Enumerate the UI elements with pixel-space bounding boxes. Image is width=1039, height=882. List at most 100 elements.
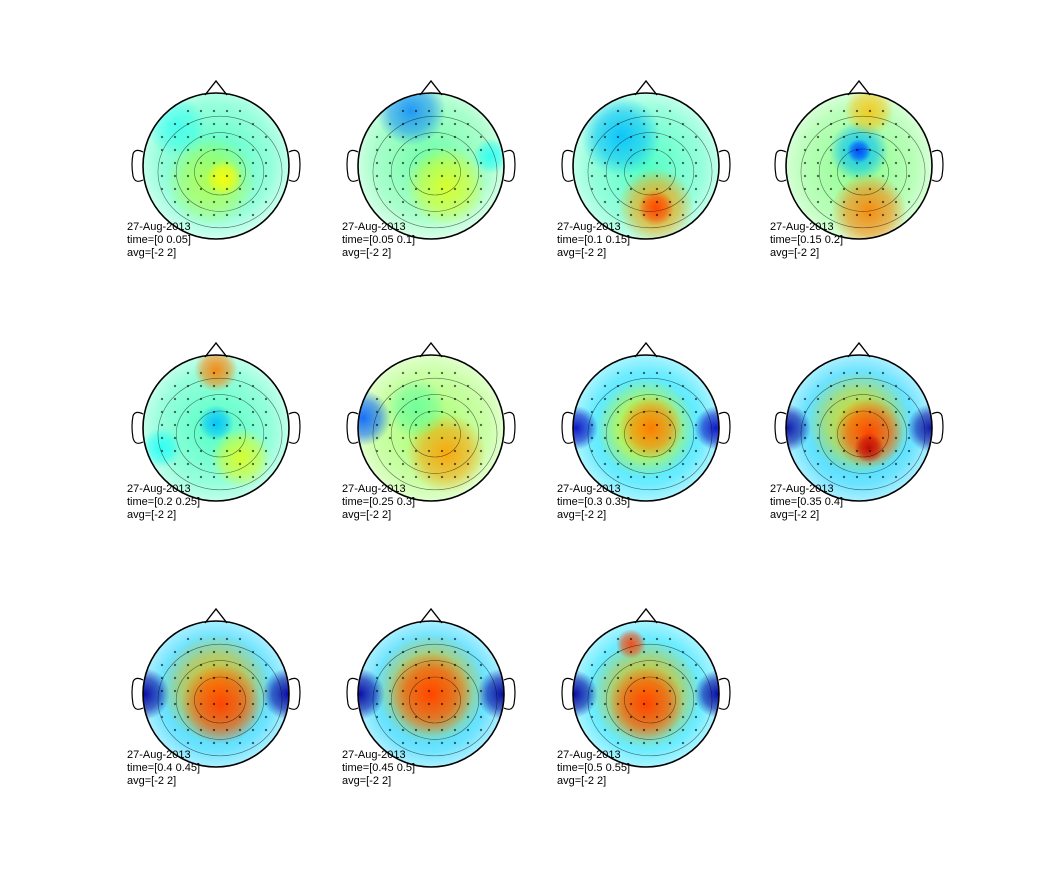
electrode-dot [238,475,242,479]
right-ear [931,149,944,182]
electrode-dot [388,462,392,466]
potential-region [847,139,871,163]
electrode-dot [466,187,470,191]
electrode-dot [414,462,418,466]
electrode-dot [681,702,685,706]
electrode-dot [681,475,685,479]
electrode-set [160,637,268,745]
caption-time: time=[0.25 0.3] [342,496,416,508]
electrode-dot [453,449,457,453]
electrode-dot [868,371,872,375]
contour-line [587,643,713,757]
electrode-dot [881,122,885,126]
electrode-dot [199,741,203,745]
electrode-dot [238,715,242,719]
electrode-dot [466,135,470,139]
electrode-dot [238,187,242,191]
electrode-dot [199,663,203,667]
electrode-dot [173,122,177,126]
electrode-dot [388,122,392,126]
scalp-field [573,355,719,501]
electrode-dot [590,174,594,178]
electrode-dot [427,728,431,732]
electrode-dot [251,410,255,414]
electrode-dot [375,436,379,440]
electrode-dot [603,689,607,693]
electrode-dot [401,702,405,706]
electrode-dot [453,475,457,479]
caption-time: time=[0.05 0.1] [342,234,416,246]
electrode-dot [264,135,268,139]
potential-region [854,433,884,463]
electrode-dot [842,384,846,388]
electrode-dot [225,200,229,204]
electrode-dot [225,122,229,126]
electrode-dot [440,676,444,680]
electrode-dot [199,676,203,680]
electrode-dot [868,174,872,178]
electrode-dot [225,650,229,654]
electrode-dot [212,397,216,401]
electrode-dot [668,676,672,680]
electrode-dot [642,650,646,654]
electrode-dot [629,384,633,388]
electrode-dot [603,423,607,427]
electrode-dot [816,148,820,152]
electrode-dot [238,371,242,375]
electrode-dot [225,475,229,479]
electrode-dot [629,436,633,440]
electrode-dot [238,689,242,693]
electrode-dot [907,174,911,178]
electrode-dot [855,475,859,479]
electrode-dot [225,397,229,401]
electrode-dot [616,728,620,732]
electrode-dot [238,449,242,453]
electrode-dot [616,174,620,178]
electrode-dot [629,741,633,745]
nose-marker [419,341,443,358]
right-ear [718,411,731,444]
electrode-dot [829,462,833,466]
caption-time: time=[0.3 0.35] [557,496,631,508]
electrode-dot [907,423,911,427]
left-ear [346,411,359,444]
electrode-dot [375,187,379,191]
electrode-dot [603,384,607,388]
electrode-dot [681,122,685,126]
potential-region [143,428,181,468]
contour-line [175,132,265,212]
topoplot-map [561,79,731,240]
electrode-dot [388,689,392,693]
potential-region [616,629,646,659]
electrode-dot [251,187,255,191]
electrode-dot [427,200,431,204]
scalp-field [573,93,719,239]
head-outline [785,354,933,502]
electrode-dot [375,174,379,178]
electrode-dot [225,423,229,427]
electrode-dot [238,423,242,427]
caption-date: 27-Aug-2013 [557,483,621,495]
electrode-dot [440,410,444,414]
contour-line [194,410,246,458]
electrode-dot [212,187,216,191]
electrode-dot [894,161,898,165]
electrode-dot [401,663,405,667]
electrode-dot [479,689,483,693]
electrode-dot [681,462,685,466]
caption-time: time=[0.2 0.25] [127,496,201,508]
electrode-dot [681,423,685,427]
electrode-dot [427,663,431,667]
electrode-dot [225,109,229,113]
electrode-dot [642,371,646,375]
electrode-dot [668,702,672,706]
right-ear [288,411,301,444]
electrode-dot [894,200,898,204]
electrode-dot [694,200,698,204]
electrode-dot [186,663,190,667]
contour-line [409,148,461,196]
electrode-dot [629,148,633,152]
topoplot-map [561,607,731,768]
contour-line [587,115,713,229]
